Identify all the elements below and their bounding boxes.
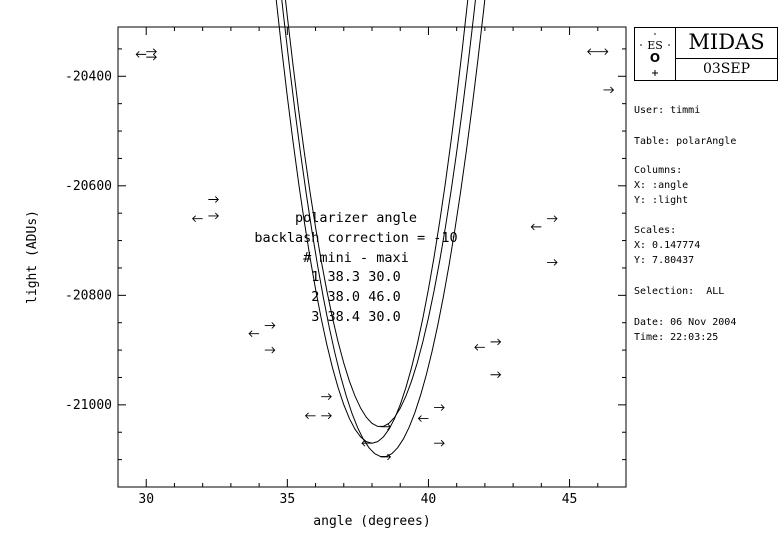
info-user: User: timmi: [634, 105, 701, 116]
data-point-marker: [587, 48, 598, 55]
data-point-marker: [321, 393, 332, 400]
annotation-row-2: 2 38.0 46.0: [311, 289, 400, 305]
info-selection: Selection: ALL: [634, 286, 725, 297]
annotation-block: polarizer angle backlash correction = -1…: [254, 210, 457, 325]
data-point-marker: [603, 86, 615, 94]
y-tick-label: -20600: [65, 179, 112, 194]
annotation-title: polarizer angle: [295, 210, 417, 226]
x-tick-label: 35: [280, 492, 296, 507]
data-point-marker: [490, 371, 502, 379]
axis-ticks: 30 35 40 45 -20400 -20600 -20800 -21000: [65, 27, 626, 507]
y-axis-label: light (ADUs): [25, 210, 40, 304]
data-point-marker: [192, 215, 203, 222]
data-point-marker: [248, 330, 260, 337]
midas-logo: ES O MIDAS 03SEP: [634, 27, 778, 81]
info-scales-label: Scales:: [634, 225, 677, 236]
data-point-marker: [321, 412, 332, 420]
data-point-marker: [146, 53, 157, 61]
data-point-marker: [530, 223, 542, 231]
data-point-marker: [490, 338, 502, 346]
info-table: Table: polarAngle: [634, 136, 737, 147]
data-point-marker: [380, 453, 392, 461]
data-point-marker: [434, 404, 445, 411]
y-tick-label: -21000: [65, 398, 112, 413]
info-col-y: Y: :light: [634, 195, 689, 206]
x-axis-label: angle (degrees): [313, 514, 430, 529]
info-scale-x: X: 0.147774: [634, 240, 701, 251]
data-point-marker: [146, 48, 157, 55]
x-tick-label: 45: [562, 492, 578, 507]
data-point-marker: [546, 259, 558, 266]
eso-letter: O: [650, 51, 660, 65]
fit-curve-3: [281, 0, 486, 458]
annotation-header: # mini - maxi: [303, 250, 409, 266]
data-point-marker: [361, 439, 372, 447]
data-point-marker: [380, 423, 392, 431]
data-point-marker: [264, 346, 276, 354]
app-name: MIDAS: [688, 30, 765, 54]
x-tick-label: 30: [138, 492, 154, 507]
data-point-marker: [135, 51, 147, 58]
data-point-marker: [474, 344, 485, 351]
date-code: 03SEP: [702, 61, 751, 77]
data-point-marker: [417, 415, 429, 422]
info-time: Time: 22:03:25: [634, 332, 719, 343]
fit-curves: [275, 0, 486, 458]
fit-curve-1: [285, 0, 476, 427]
data-markers: [135, 48, 615, 461]
annotation-row-1: 1 38.3 30.0: [311, 269, 400, 285]
info-scale-y: Y: 7.80437: [634, 255, 695, 266]
eso-logo-icon: ES O: [640, 33, 670, 76]
data-point-marker: [597, 48, 609, 55]
info-columns-label: Columns:: [634, 165, 683, 176]
info-col-x: X: :angle: [634, 180, 689, 191]
chart-plot: 30 35 40 45 -20400 -20600 -20800 -21000 angle (…: [25, 0, 627, 529]
data-point-marker: [304, 412, 316, 420]
data-point-marker: [264, 322, 276, 329]
data-point-marker: [434, 439, 445, 447]
data-point-marker: [208, 196, 219, 203]
data-point-marker: [208, 212, 219, 220]
annotation-subtitle: backlash correction = -10: [254, 230, 457, 246]
y-tick-label: -20800: [65, 288, 112, 303]
info-date: Date: 06 Nov 2004: [634, 317, 737, 328]
x-tick-label: 40: [421, 492, 437, 507]
eso-text: ES: [647, 39, 663, 52]
annotation-row-3: 3 38.4 30.0: [311, 309, 400, 325]
y-tick-label: -20400: [65, 69, 112, 84]
data-point-marker: [546, 215, 558, 222]
